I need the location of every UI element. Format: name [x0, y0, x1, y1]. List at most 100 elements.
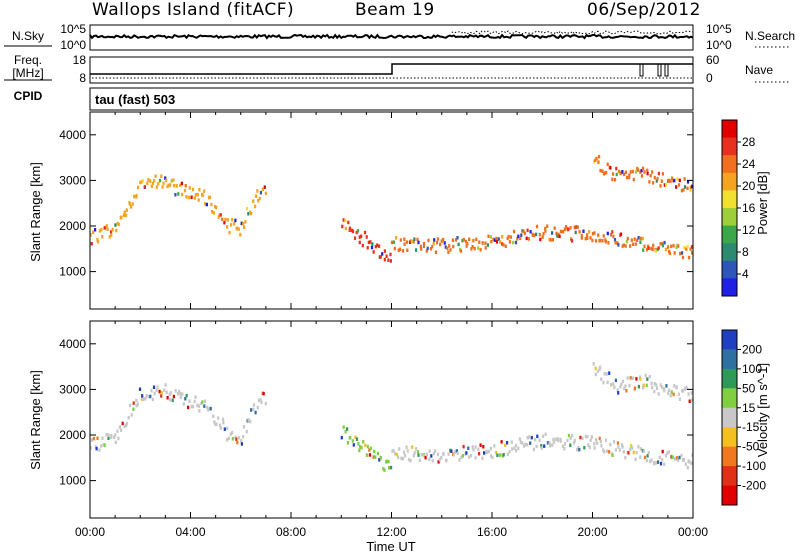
power-point [358, 235, 361, 239]
velocity-point [107, 436, 110, 440]
velocity-point [165, 390, 168, 395]
power-cbar-tick-label: 24 [742, 157, 756, 171]
velocity-point [637, 384, 640, 389]
power-point [651, 247, 654, 251]
velocity-point [151, 397, 154, 402]
power-point [555, 231, 558, 236]
velocity-point [489, 454, 493, 458]
velocity-point [631, 446, 634, 450]
power-point [158, 178, 162, 183]
power-point [661, 241, 664, 246]
power-point [89, 233, 92, 237]
power-point [680, 251, 684, 255]
power-point [558, 234, 561, 239]
power-point [190, 195, 193, 199]
power-point [233, 222, 236, 226]
velocity-point [401, 456, 405, 461]
power-ytick-label: 3000 [59, 173, 86, 187]
power-point [643, 170, 646, 174]
velocity-point [691, 453, 694, 457]
power-cbar-tick-label: 16 [742, 201, 756, 215]
power-point [150, 184, 153, 189]
velocity-point [624, 456, 627, 460]
power-point [497, 237, 500, 241]
power-point [621, 244, 624, 248]
velocity-point [110, 434, 113, 438]
velocity-point [344, 430, 347, 434]
power-point [682, 188, 685, 192]
velocity-point [600, 444, 603, 448]
power-point [408, 240, 412, 244]
power-point [399, 247, 402, 252]
velocity-point [238, 436, 241, 440]
velocity-point [147, 394, 150, 399]
time-tick-label: 04:00 [175, 525, 205, 539]
power-point [544, 226, 547, 231]
freq-label-1: Freq. [14, 53, 42, 67]
power-point [607, 241, 610, 245]
power-point [594, 158, 597, 162]
power-point [628, 175, 631, 180]
velocity-point [456, 451, 459, 455]
power-point [603, 171, 606, 175]
power-cbar-segment [722, 278, 737, 297]
velocity-point [190, 404, 193, 409]
power-point [98, 229, 101, 233]
power-point [655, 179, 658, 183]
velocity-point [92, 436, 95, 441]
velocity-point [605, 372, 608, 376]
velocity-point [617, 391, 620, 395]
power-point [160, 174, 163, 178]
power-point [363, 230, 367, 235]
velocity-point [222, 421, 225, 425]
power-point [439, 242, 442, 247]
power-cbar-segment [722, 120, 737, 139]
velocity-point [644, 373, 647, 378]
power-point [383, 257, 386, 262]
power-point [381, 252, 384, 256]
power-point [645, 247, 649, 252]
velocity-point [240, 442, 243, 446]
power-point [617, 243, 620, 247]
velocity-point [354, 435, 357, 439]
velocity-point [168, 397, 171, 402]
power-point [146, 181, 149, 185]
power-point [143, 185, 146, 189]
velocity-point [613, 385, 616, 390]
power-point [258, 196, 261, 201]
velocity-point [264, 401, 267, 406]
velocity-point [185, 393, 188, 398]
power-point [172, 178, 175, 182]
power-point [411, 239, 414, 243]
velocity-point [639, 455, 642, 459]
velocity-point [103, 443, 106, 447]
velocity-point [639, 375, 642, 379]
power-point [594, 239, 597, 243]
date-title: 06/Sep/2012 [587, 0, 701, 20]
velocity-point [376, 451, 379, 456]
velocity-point [650, 458, 653, 462]
power-point [256, 189, 259, 193]
velocity-point [493, 444, 496, 448]
velocity-point [160, 390, 163, 395]
power-point [588, 230, 591, 234]
power-point [570, 239, 574, 243]
velocity-point [155, 388, 158, 392]
velocity-point [150, 388, 153, 393]
velocity-point [573, 438, 576, 443]
velocity-point [90, 438, 94, 442]
velocity-point [665, 384, 668, 388]
velocity-point [664, 454, 667, 458]
velocity-point [661, 449, 664, 454]
velocity-point [178, 389, 181, 394]
velocity-point [518, 437, 521, 441]
velocity-point [406, 449, 409, 453]
velocity-point [684, 462, 687, 466]
power-point [416, 237, 419, 242]
velocity-point [506, 441, 509, 445]
velocity-point [349, 435, 352, 440]
power-point [179, 183, 182, 188]
power-point [648, 180, 651, 184]
velocity-point [467, 446, 470, 450]
power-point [161, 185, 164, 189]
